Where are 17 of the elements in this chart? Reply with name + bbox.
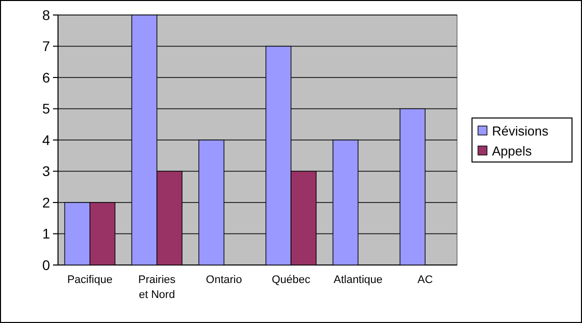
y-tick-label: 2 xyxy=(42,194,50,210)
x-tick-label: Ontario xyxy=(206,274,242,286)
y-tick-label: 8 xyxy=(42,6,50,23)
x-tick-label: Pacifique xyxy=(67,274,112,286)
y-tick-label: 4 xyxy=(42,132,50,148)
legend-label: Révisions xyxy=(492,124,549,139)
y-tick-label: 0 xyxy=(42,256,50,273)
y-tick-label: 1 xyxy=(42,226,50,242)
x-tick-label: Atlantique xyxy=(334,274,383,286)
legend-label: Appels xyxy=(492,144,532,159)
y-tick-label: 6 xyxy=(42,69,50,86)
x-tick-label: AC xyxy=(418,274,433,286)
x-tick-label: Prairies et Nord xyxy=(138,274,176,301)
x-tick-label: Québec xyxy=(272,274,311,286)
y-tick-label: 3 xyxy=(42,163,50,180)
y-tick-label: 5 xyxy=(42,100,50,117)
y-tick-label: 7 xyxy=(42,38,50,54)
